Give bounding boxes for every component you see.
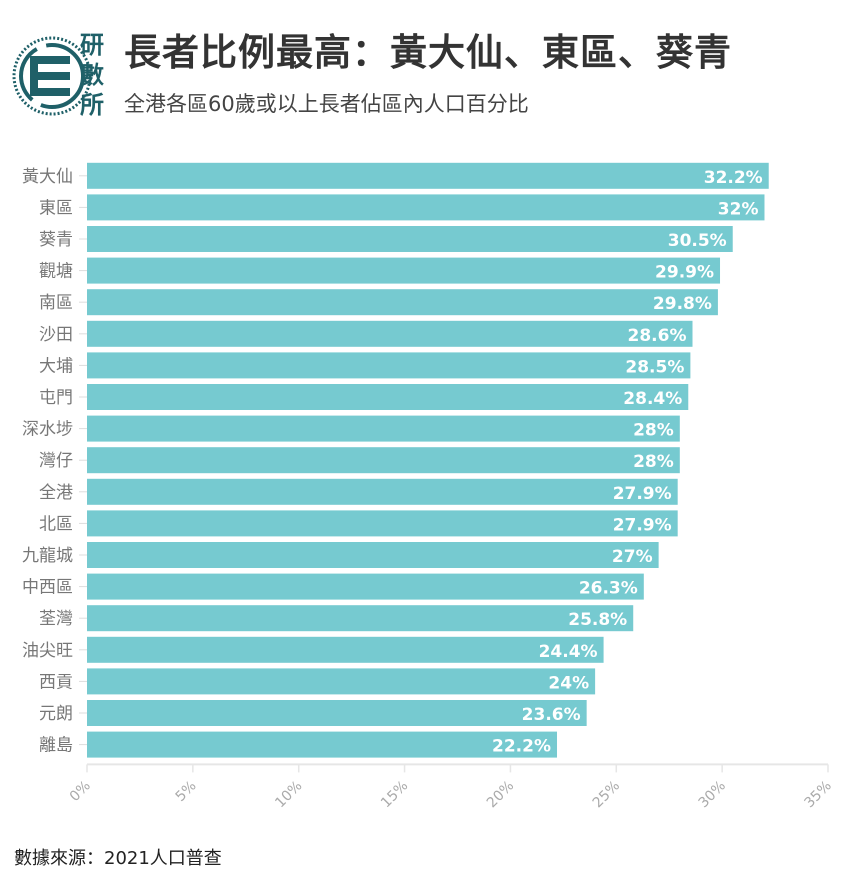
data-label: 25.8%	[568, 610, 627, 630]
category-label: 西貢	[39, 672, 73, 692]
data-label: 28.6%	[628, 326, 687, 346]
data-label: 26.3%	[579, 579, 638, 599]
category-label: 沙田	[39, 325, 73, 345]
bar	[87, 162, 769, 189]
data-label: 28%	[633, 421, 674, 441]
bar	[87, 605, 634, 632]
x-tick-label: 30%	[696, 778, 729, 811]
x-tick-label: 35%	[802, 778, 835, 811]
category-label: 大埔	[39, 356, 73, 376]
category-label: 黃大仙	[22, 167, 73, 187]
bar	[87, 636, 604, 663]
category-label: 全港	[39, 483, 73, 503]
bar	[87, 447, 680, 474]
data-label: 27%	[612, 547, 653, 567]
bar-chart: 黃大仙 32.2% 東區 32% 葵青 30.5% 觀塘 29.9% 南區 29.8% 沙田 28.6…	[22, 162, 835, 811]
data-label: 30.5%	[668, 231, 727, 251]
category-label: 深水埗	[22, 420, 73, 440]
category-label: 離島	[39, 736, 73, 756]
bar	[87, 194, 765, 221]
category-label: 北區	[39, 514, 73, 534]
bar	[87, 226, 733, 252]
data-label: 23.6%	[522, 705, 581, 725]
data-label: 32%	[718, 199, 759, 219]
data-label: 28.4%	[623, 389, 682, 409]
logo-text: 研數所	[80, 31, 104, 119]
bar	[87, 478, 678, 505]
page-subtitle: 全港各區60歲或以上長者佔區內人口百分比	[124, 92, 529, 116]
data-label: 24%	[548, 673, 589, 693]
bar	[87, 257, 721, 284]
category-label: 灣仔	[39, 451, 73, 471]
x-tick-label: 0%	[67, 778, 94, 805]
data-label: 28.5%	[625, 357, 684, 377]
category-label: 東區	[39, 198, 73, 218]
data-label: 22.2%	[492, 737, 551, 757]
bar	[87, 289, 718, 316]
data-label: 24.4%	[539, 642, 598, 662]
bar	[87, 542, 659, 568]
logo: 研數所	[12, 28, 112, 124]
category-label: 荃灣	[39, 609, 73, 629]
data-label: 27.9%	[613, 515, 672, 535]
data-label: 28%	[633, 452, 674, 472]
data-label: 32.2%	[704, 168, 763, 188]
page-title: 長者比例最高：黃大仙、東區、葵青	[124, 31, 732, 74]
bar	[87, 320, 693, 347]
bar	[87, 668, 596, 695]
data-label: 27.9%	[613, 484, 672, 504]
bar	[87, 415, 680, 442]
category-label: 元朗	[39, 704, 73, 724]
bar	[87, 731, 558, 758]
bar	[87, 352, 691, 379]
x-tick-label: 5%	[173, 778, 200, 805]
bar	[87, 700, 587, 726]
bar	[87, 510, 678, 537]
category-label: 觀塘	[39, 262, 73, 282]
category-label: 九龍城	[22, 546, 73, 566]
x-tick-label: 20%	[484, 778, 517, 811]
x-tick-label: 15%	[378, 778, 411, 811]
x-tick-label: 10%	[272, 778, 305, 811]
category-label: 葵青	[39, 230, 73, 250]
data-source: 數據來源：2021人口普查	[14, 848, 222, 869]
bar	[87, 573, 644, 600]
category-label: 南區	[39, 293, 73, 313]
x-tick-label: 25%	[590, 778, 623, 811]
data-label: 29.9%	[655, 263, 714, 283]
data-label: 29.8%	[653, 294, 712, 314]
category-label: 屯門	[39, 388, 73, 408]
bar	[87, 384, 689, 410]
category-label: 中西區	[22, 578, 73, 598]
category-label: 油尖旺	[22, 641, 73, 661]
